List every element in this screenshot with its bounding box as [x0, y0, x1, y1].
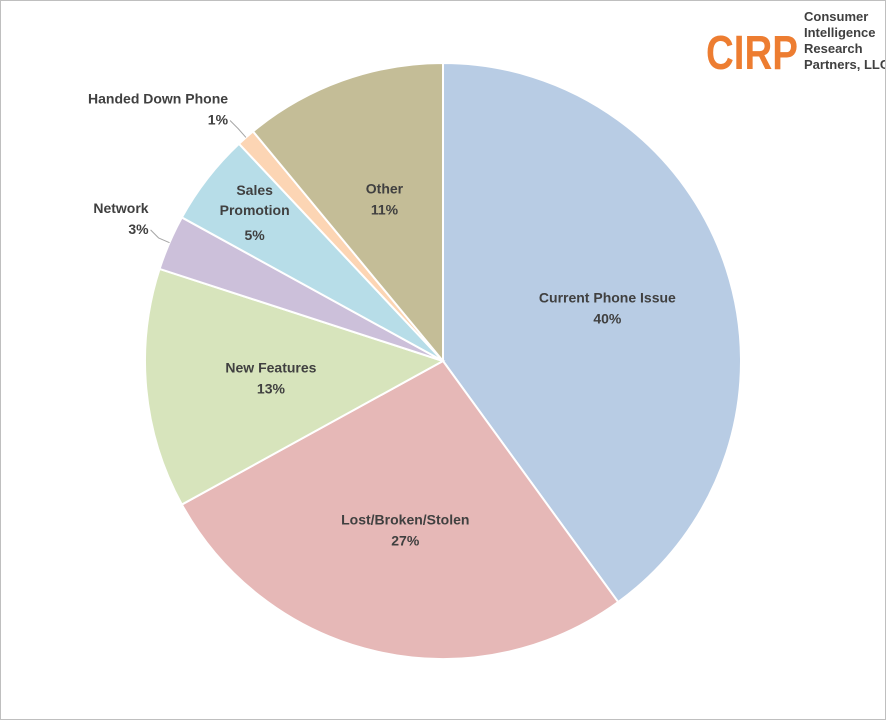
slice-label-line: Promotion [220, 202, 290, 218]
pie: Current Phone Issue 40% Lost/Broken/Stolen… [88, 61, 742, 660]
logo-line: Consumer [804, 9, 868, 24]
slice-value: 5% [245, 227, 266, 243]
logo-mark: CIRP [706, 27, 798, 80]
slice-value: 11% [371, 201, 399, 217]
pie-slice [144, 267, 446, 506]
slice-value: 27% [391, 533, 420, 549]
slice-label: Sales Promotion [220, 182, 290, 218]
slice-value: 40% [593, 311, 622, 327]
slice-label: Lost/Broken/Stolen [341, 512, 469, 528]
leader-line [229, 120, 247, 138]
slice-value: 13% [257, 380, 286, 396]
slice-label: New Features [225, 359, 316, 375]
slice-label: Current Phone Issue [539, 290, 676, 306]
slice-value: 1% [208, 112, 229, 128]
logo-line: Partners, LLC [804, 57, 885, 72]
pie-slice [442, 61, 742, 604]
slice-label: Other [366, 180, 404, 196]
logo-line: Intelligence [804, 25, 876, 40]
slice-label: Network [93, 200, 148, 216]
slice-value: 3% [128, 221, 149, 237]
pie-slice [251, 61, 444, 364]
slice-label-line: Sales [236, 182, 273, 198]
pie-slice [180, 359, 620, 660]
logo-line: Research [804, 41, 863, 56]
slice-label: Handed Down Phone [88, 91, 228, 107]
leader-line [150, 229, 170, 244]
